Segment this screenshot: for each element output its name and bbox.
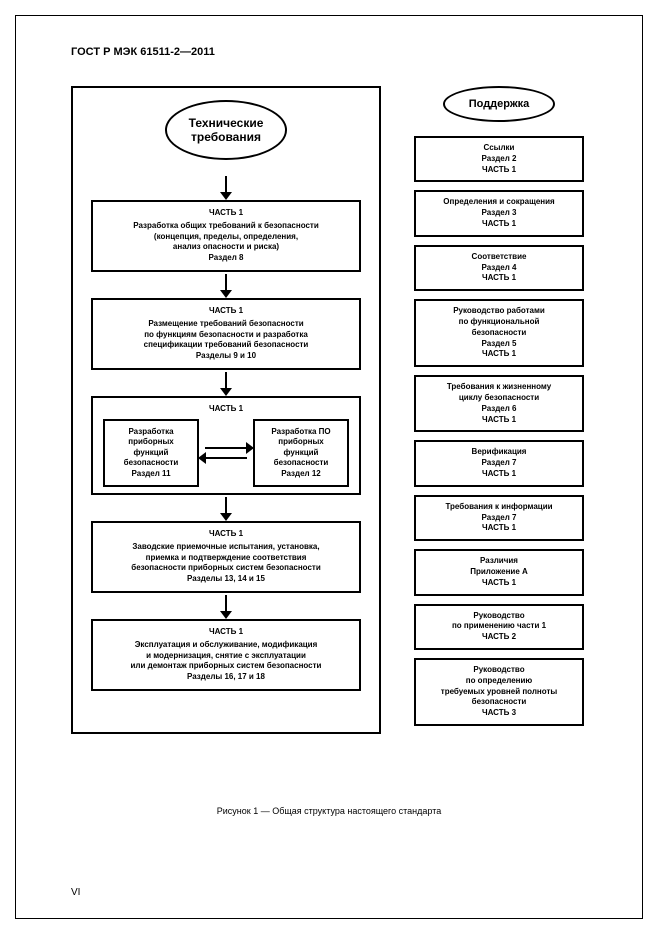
arrow-down-icon bbox=[225, 274, 227, 292]
left-column: Технические требования ЧАСТЬ 1 Разработк… bbox=[71, 86, 381, 734]
side-box: Руководствопо определениютребуемых уровн… bbox=[414, 658, 584, 726]
inner-box-left: Разработка приборных функций безопасност… bbox=[103, 419, 199, 487]
ellipse-tech-req: Технические требования bbox=[165, 100, 288, 160]
bidirectional-arrows bbox=[205, 447, 247, 459]
right-column: Поддержка СсылкиРаздел 2ЧАСТЬ 1 Определе… bbox=[409, 86, 589, 734]
doc-header: ГОСТ Р МЭК 61511-2—2011 bbox=[71, 46, 215, 58]
side-box: Руководство работамипо функциональнойбез… bbox=[414, 299, 584, 367]
side-box: Требования к жизненномуциклу безопасност… bbox=[414, 375, 584, 432]
side-box: РазличияПриложение АЧАСТЬ 1 bbox=[414, 549, 584, 595]
side-box: Руководствопо применению части 1ЧАСТЬ 2 bbox=[414, 604, 584, 650]
page-number: VI bbox=[71, 887, 80, 898]
side-box: СоответствиеРаздел 4ЧАСТЬ 1 bbox=[414, 245, 584, 291]
inner-box-right: Разработка ПО приборных функций безопасн… bbox=[253, 419, 349, 487]
ellipse-support: Поддержка bbox=[443, 86, 556, 122]
arrow-down-icon bbox=[225, 176, 227, 194]
flow-box-1: ЧАСТЬ 1 Разработка общих требований к бе… bbox=[91, 200, 361, 272]
arrow-down-icon bbox=[225, 372, 227, 390]
arrow-down-icon bbox=[225, 497, 227, 515]
side-box: Требования к информацииРаздел 7ЧАСТЬ 1 bbox=[414, 495, 584, 541]
arrow-left-icon bbox=[205, 457, 247, 459]
side-box: СсылкиРаздел 2ЧАСТЬ 1 bbox=[414, 136, 584, 182]
arrow-down-icon bbox=[225, 595, 227, 613]
diagram: Технические требования ЧАСТЬ 1 Разработк… bbox=[71, 86, 589, 734]
figure-caption: Рисунок 1 — Общая структура настоящего с… bbox=[16, 806, 642, 816]
arrow-right-icon bbox=[205, 447, 247, 449]
flow-box-5: ЧАСТЬ 1 Эксплуатация и обслуживание, мод… bbox=[91, 619, 361, 691]
side-box: ВерификацияРаздел 7ЧАСТЬ 1 bbox=[414, 440, 584, 486]
flow-box-2: ЧАСТЬ 1 Размещение требований безопаснос… bbox=[91, 298, 361, 370]
page-frame: ГОСТ Р МЭК 61511-2—2011 Технические треб… bbox=[15, 15, 643, 919]
flow-box-3: ЧАСТЬ 1 Разработка приборных функций без… bbox=[91, 396, 361, 495]
side-box: Определения и сокращенияРаздел 3ЧАСТЬ 1 bbox=[414, 190, 584, 236]
flow-box-4: ЧАСТЬ 1 Заводские приемочные испытания, … bbox=[91, 521, 361, 593]
